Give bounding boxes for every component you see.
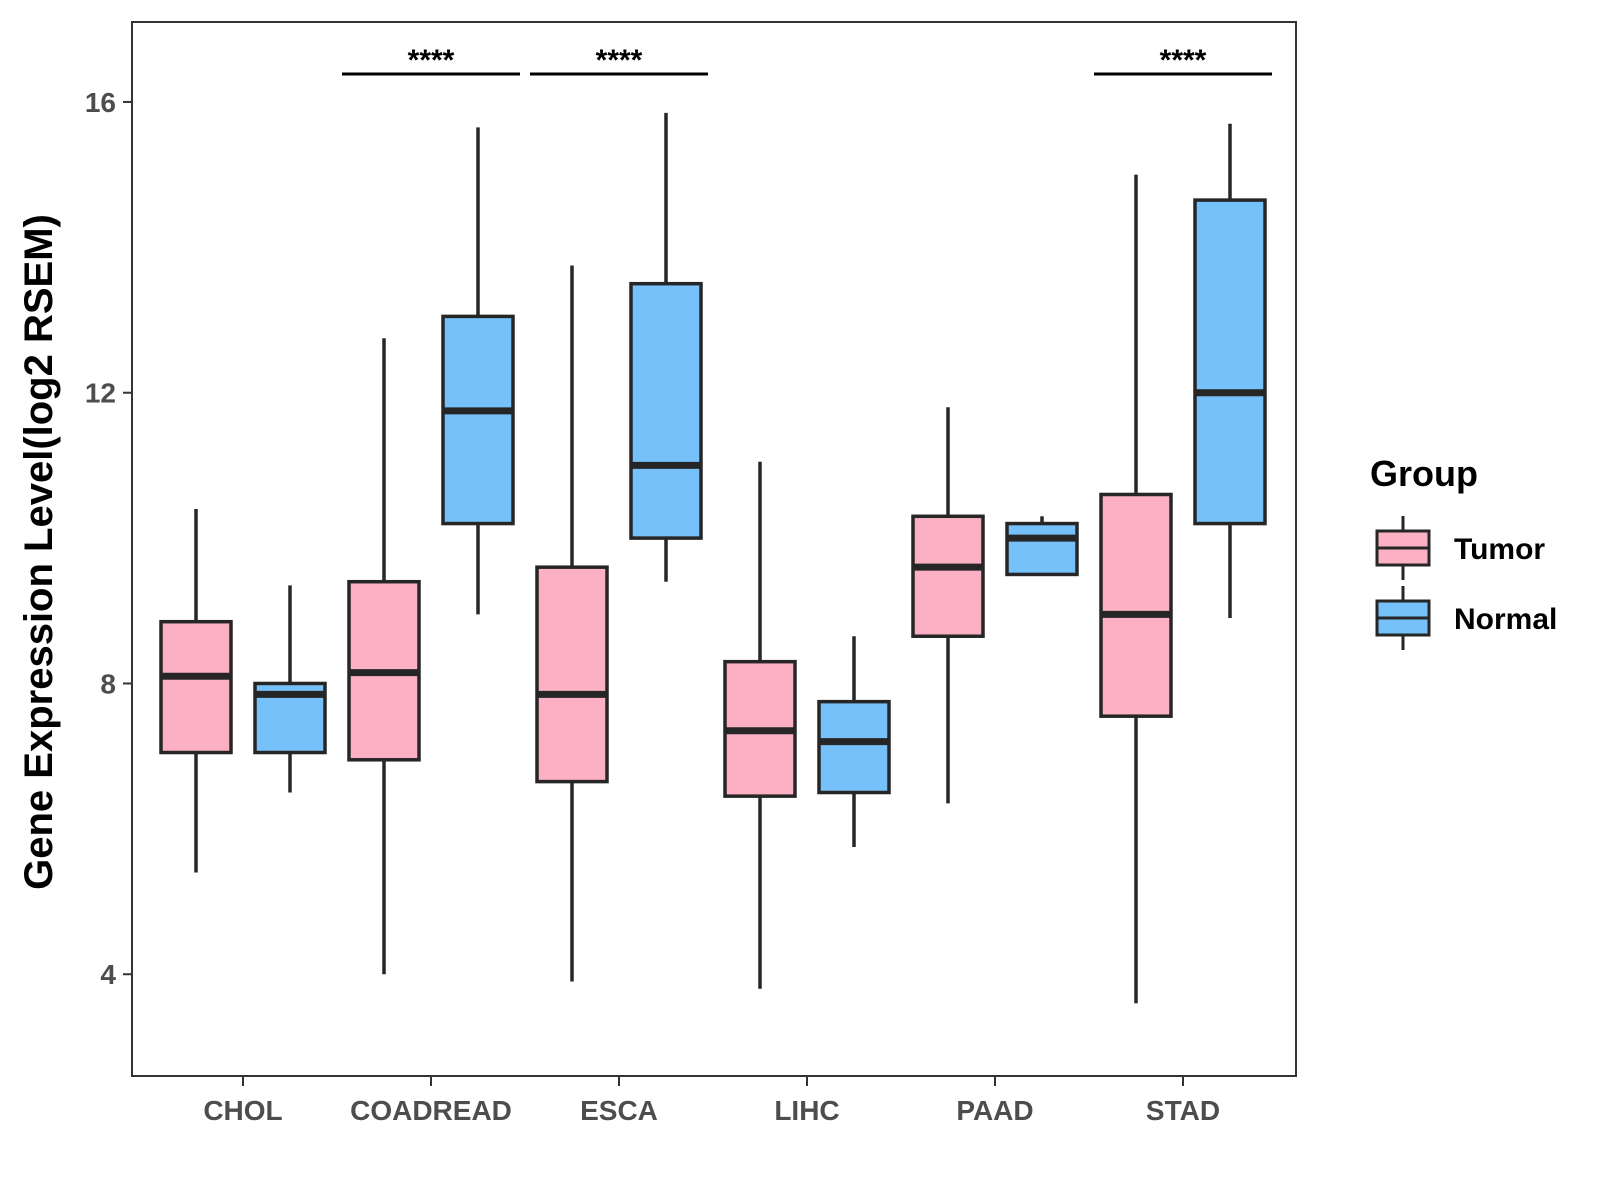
significance-label-esca: ****	[596, 44, 643, 77]
x-tick-label: STAD	[1146, 1095, 1220, 1126]
y-tick-label: 4	[100, 959, 116, 990]
box-normal-lihc	[817, 699, 891, 795]
y-tick-label: 8	[100, 668, 116, 699]
y-axis-title: Gene Expression Level(log2 RSEM)	[17, 214, 61, 890]
significance-label-stad: ****	[1160, 44, 1207, 77]
legend: Group Tumor Normal	[1370, 453, 1557, 650]
box-normal-stad	[1193, 198, 1267, 526]
box-normal-esca	[629, 281, 703, 540]
significance-label-coadread: ****	[408, 44, 455, 77]
box-tumor-paad	[911, 514, 985, 638]
y-tick-label: 12	[85, 378, 116, 409]
y-tick-label: 16	[85, 87, 116, 118]
box-tumor-stad	[1099, 492, 1173, 718]
box-tumor-chol	[159, 619, 233, 755]
box-tumor-esca	[535, 565, 609, 784]
x-tick-label: LIHC	[774, 1095, 839, 1126]
box-normal-coadread	[441, 314, 515, 526]
legend-title: Group	[1370, 453, 1478, 494]
legend-label-normal: Normal	[1454, 603, 1557, 636]
legend-label-tumor: Tumor	[1454, 533, 1545, 566]
x-tick-label: COADREAD	[350, 1095, 512, 1126]
x-tick-label: CHOL	[203, 1095, 282, 1126]
box-normal-paad	[1005, 521, 1079, 577]
x-tick-label: ESCA	[580, 1095, 658, 1126]
x-tick-label: PAAD	[956, 1095, 1033, 1126]
plot-panel-border	[131, 21, 1297, 1077]
